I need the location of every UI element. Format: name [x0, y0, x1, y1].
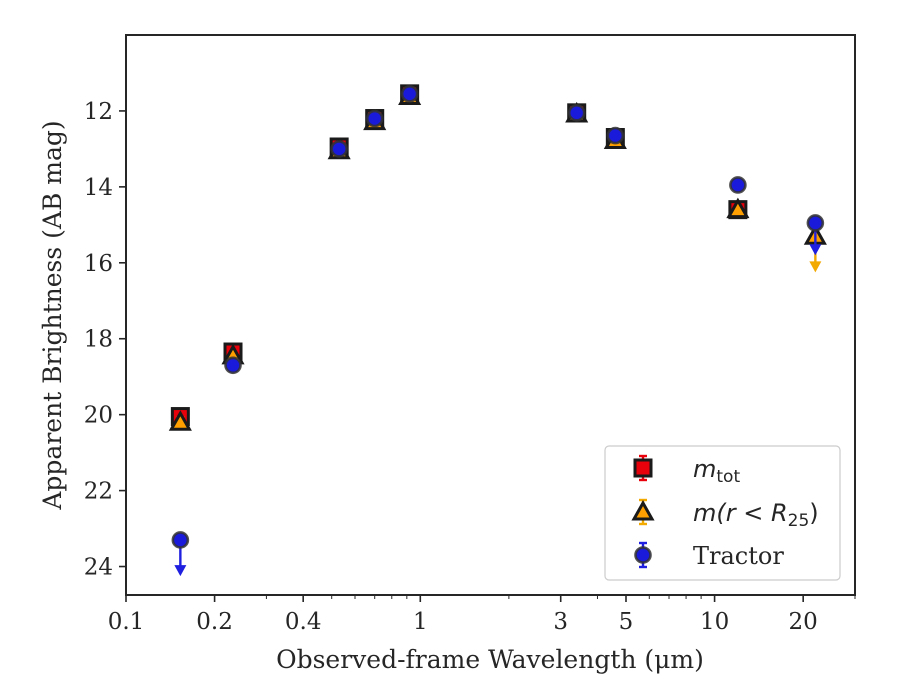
triangle-marker — [726, 197, 750, 219]
legend-label-mr25: m(r < R25) — [693, 499, 819, 531]
data-point-tractor — [224, 356, 242, 375]
upper-limit-arrow — [174, 565, 187, 577]
legend-item-tractor: Tractor — [634, 541, 784, 570]
x-tick-label: 20 — [789, 609, 818, 635]
legend-frame — [604, 445, 841, 581]
legend: mtot m(r < R25) Tractor — [604, 445, 841, 581]
triangle-marker — [168, 410, 192, 431]
circle-marker — [171, 531, 190, 549]
data-point-tractor — [606, 126, 625, 145]
circle-marker — [330, 140, 348, 158]
x-tick-label: 5 — [619, 609, 634, 635]
y-tick-label: 20 — [84, 403, 113, 429]
legend-triangle-marker — [631, 499, 655, 521]
x-axis: 0.1 0.2 0.4 1 3 5 10 20 — [108, 595, 856, 635]
y-tick-label: 24 — [84, 555, 113, 581]
legend-square-marker — [633, 458, 653, 478]
circle-marker — [365, 109, 384, 128]
circle-marker — [806, 214, 825, 232]
circle-marker — [729, 176, 747, 194]
data-point-tractor — [171, 531, 190, 577]
y-tick-label: 22 — [84, 479, 113, 505]
y-tick-label: 12 — [84, 99, 113, 125]
x-tick-label: 0.2 — [196, 609, 233, 635]
y-tick-label: 18 — [84, 327, 113, 353]
data-point-tractor — [729, 176, 747, 194]
circle-marker — [400, 85, 419, 103]
upper-limit-arrow — [809, 244, 822, 256]
data-point-tractor — [806, 214, 825, 256]
y-tick-label: 14 — [84, 175, 113, 201]
data-point-tractor — [365, 109, 384, 128]
circle-marker — [567, 104, 586, 122]
upper-limit-arrow — [809, 261, 822, 273]
data-point-tractor — [400, 85, 419, 103]
x-tick-label: 1 — [413, 609, 428, 635]
series-tractor — [171, 85, 825, 577]
x-tick-label: 3 — [553, 609, 568, 635]
data-point-tractor — [330, 140, 348, 158]
y-axis: 12 14 16 18 20 22 24 — [84, 99, 126, 581]
data-point-mr25 — [168, 410, 192, 431]
data-point-tractor — [567, 104, 586, 122]
plot-frame — [125, 34, 856, 596]
legend-item-mr25: m(r < R25) — [631, 498, 819, 531]
data-point-mr25 — [726, 197, 750, 219]
x-tick-label: 0.4 — [285, 609, 322, 635]
circle-marker — [606, 126, 625, 145]
x-axis-label: Observed-frame Wavelength (μm) — [276, 645, 704, 674]
legend-label-tractor: Tractor — [693, 542, 784, 570]
y-tick-label: 16 — [84, 251, 113, 277]
x-tick-label: 10 — [700, 609, 729, 635]
legend-circle-marker — [634, 546, 652, 564]
x-tick-label: 0.1 — [108, 609, 145, 635]
legend-label-mtot: mtot — [693, 455, 740, 487]
data-marks — [168, 84, 827, 577]
circle-marker — [224, 356, 242, 375]
y-axis-label: Apparent Brightness (AB mag) — [38, 120, 67, 510]
legend-item-mtot: mtot — [633, 454, 740, 487]
